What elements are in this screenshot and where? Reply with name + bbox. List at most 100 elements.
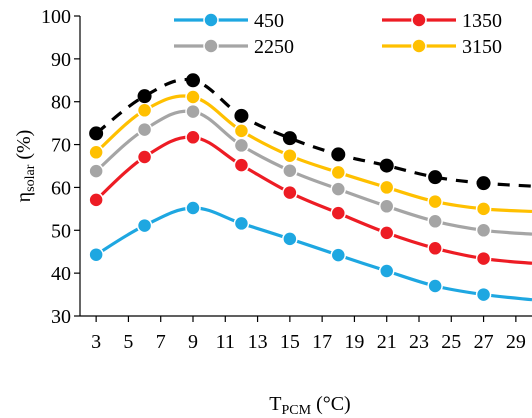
y-tick-label: 90 xyxy=(51,49,71,71)
data-point xyxy=(88,144,104,161)
x-axis-label-unit: (°C) xyxy=(311,393,351,415)
legend-label: 450 xyxy=(254,10,284,32)
data-point xyxy=(476,176,491,191)
data-point xyxy=(330,205,347,221)
data-point xyxy=(136,217,153,234)
x-tick-label: 21 xyxy=(377,331,397,353)
data-point xyxy=(427,278,443,294)
data-point xyxy=(427,213,443,230)
data-point xyxy=(89,126,104,141)
y-axis-label-main: η xyxy=(13,192,35,202)
legend-item: 1350 xyxy=(382,10,502,32)
data-point xyxy=(233,215,250,232)
data-point xyxy=(282,231,298,247)
y-tick-label: 100 xyxy=(41,6,71,28)
data-point xyxy=(233,123,250,139)
x-axis-label: TPCM (°C) xyxy=(269,393,350,418)
data-point xyxy=(475,222,492,239)
series-layer xyxy=(88,73,532,303)
data-point xyxy=(475,286,492,303)
series-dashed xyxy=(89,73,532,191)
axes xyxy=(79,16,532,317)
x-tick-label: 27 xyxy=(474,331,494,353)
y-axis-label-sub: solar xyxy=(23,164,38,192)
data-point xyxy=(282,131,297,146)
data-point xyxy=(136,149,153,165)
series-2250 xyxy=(88,103,532,239)
data-point xyxy=(475,250,492,267)
x-tick-label: 11 xyxy=(216,331,235,353)
series-450 xyxy=(88,200,532,303)
data-point xyxy=(282,184,298,201)
data-point xyxy=(136,102,153,119)
data-point xyxy=(233,137,250,154)
data-point xyxy=(427,193,443,210)
data-point xyxy=(282,162,298,179)
data-point xyxy=(378,198,395,215)
data-point xyxy=(234,108,249,123)
x-tick-label: 25 xyxy=(441,331,461,353)
x-tick-label: 3 xyxy=(91,331,101,353)
data-point xyxy=(136,121,153,138)
data-point xyxy=(88,246,104,263)
data-point xyxy=(330,164,347,181)
data-point xyxy=(427,240,443,257)
data-point xyxy=(88,192,104,208)
x-tick-label: 17 xyxy=(312,331,332,353)
data-point xyxy=(378,263,395,279)
data-point xyxy=(379,158,394,173)
x-tick-label: 9 xyxy=(188,331,198,353)
y-tick-label: 80 xyxy=(51,92,71,114)
x-ticks: 3 5 7 9 11 13 15 17 19 21 23 25 27 29 xyxy=(91,316,526,353)
data-point xyxy=(331,147,346,162)
data-point xyxy=(233,157,250,173)
y-tick-label: 50 xyxy=(51,220,71,242)
series-line xyxy=(95,206,532,302)
x-tick-label: 15 xyxy=(280,331,300,353)
data-point xyxy=(475,201,492,217)
legend-item: 2250 xyxy=(174,36,294,58)
y-tick-label: 40 xyxy=(51,263,71,285)
x-tick-label: 29 xyxy=(506,331,526,353)
y-ticks: 30 40 50 60 70 80 90 100 xyxy=(41,6,80,328)
y-tick-label: 30 xyxy=(51,306,71,328)
y-axis-label-unit: (%) xyxy=(13,130,35,165)
y-tick-label: 70 xyxy=(51,135,71,157)
x-axis-label-sub: PCM xyxy=(281,403,311,418)
legend-swatch-marker xyxy=(411,38,427,54)
data-point xyxy=(330,247,347,263)
y-tick-label: 60 xyxy=(51,177,71,199)
data-point xyxy=(378,179,395,196)
x-tick-label: 23 xyxy=(409,331,429,353)
data-point xyxy=(88,163,104,179)
data-point xyxy=(185,129,201,146)
data-point xyxy=(428,170,443,185)
legend: 450 1350 2250 3150 xyxy=(174,10,502,58)
legend-swatch-marker xyxy=(203,12,219,28)
data-point xyxy=(185,103,201,120)
y-axis-label: ηsolar (%) xyxy=(13,130,38,203)
x-tick-label: 19 xyxy=(344,331,364,353)
legend-swatch-marker xyxy=(203,38,219,54)
legend-label: 3150 xyxy=(462,36,502,58)
series-line xyxy=(95,77,532,188)
data-point xyxy=(378,225,395,241)
legend-label: 1350 xyxy=(462,10,502,32)
legend-swatch-marker xyxy=(411,12,427,28)
series-3150 xyxy=(88,89,532,217)
series-1350 xyxy=(88,129,532,267)
series-line xyxy=(95,109,532,236)
data-point xyxy=(137,89,152,104)
legend-item: 3150 xyxy=(382,36,502,58)
legend-label: 2250 xyxy=(254,36,294,58)
data-point xyxy=(282,147,298,164)
data-point xyxy=(186,73,200,88)
data-point xyxy=(185,89,201,105)
data-point xyxy=(185,200,201,216)
x-tick-label: 7 xyxy=(156,331,166,353)
data-point xyxy=(330,181,347,197)
x-axis-label-main: T xyxy=(269,393,281,415)
series-line xyxy=(95,135,532,265)
x-tick-label: 5 xyxy=(123,331,133,353)
